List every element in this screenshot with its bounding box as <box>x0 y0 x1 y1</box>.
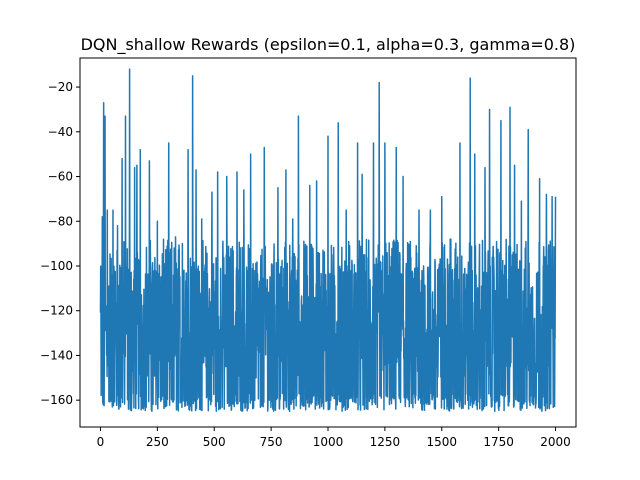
x-tick-label: 0 <box>97 435 105 449</box>
x-tick-label: 750 <box>260 435 283 449</box>
y-tick-label: −60 <box>48 170 73 184</box>
x-tick-label: 1000 <box>313 435 344 449</box>
x-axis: 0 250 500 750 1000 1250 1500 1750 2000 <box>97 427 571 449</box>
x-tick-label: 2000 <box>540 435 571 449</box>
y-tick-label: −80 <box>48 214 73 228</box>
y-tick-label: −40 <box>48 125 73 139</box>
x-tick-label: 250 <box>146 435 169 449</box>
x-tick-label: 1750 <box>483 435 514 449</box>
series-line <box>99 68 557 413</box>
y-tick-label: −100 <box>40 259 73 273</box>
x-tick-label: 1250 <box>370 435 401 449</box>
y-axis: −160 −140 −120 −100 −80 −60 −40 −20 <box>40 80 80 407</box>
plot-area <box>99 68 557 413</box>
x-tick-label: 500 <box>203 435 226 449</box>
y-tick-label: −140 <box>40 348 73 362</box>
y-tick-label: −20 <box>48 80 73 94</box>
x-tick-label: 1500 <box>426 435 457 449</box>
y-tick-label: −160 <box>40 393 73 407</box>
y-tick-label: −120 <box>40 304 73 318</box>
chart-title: DQN_shallow Rewards (epsilon=0.1, alpha=… <box>81 35 576 55</box>
